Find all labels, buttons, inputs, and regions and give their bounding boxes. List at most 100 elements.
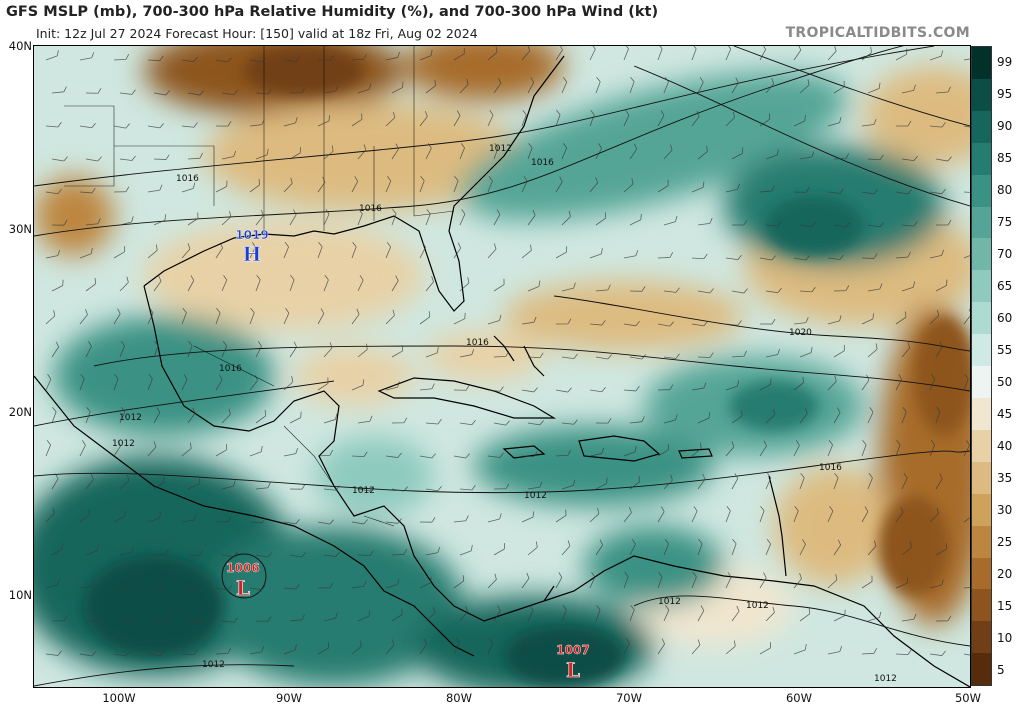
wind-barb <box>357 550 374 557</box>
wind-barb <box>963 123 970 129</box>
lat-label-20n: 20N <box>8 405 32 419</box>
isobar-label: 1016 <box>359 204 382 214</box>
wind-barb <box>697 605 705 622</box>
wind-barb <box>459 484 476 491</box>
wind-barb <box>119 276 129 292</box>
wind-barb <box>963 581 970 589</box>
wind-barb <box>323 145 334 160</box>
wind-barb <box>419 453 436 459</box>
colorbar-segment <box>972 110 991 143</box>
wind-barb <box>861 647 878 655</box>
wind-barb <box>391 486 408 492</box>
wind-barb <box>113 186 130 193</box>
wind-barb <box>221 408 231 424</box>
wind-barb <box>629 213 642 226</box>
high-pressure-symbol: H <box>243 242 262 266</box>
colorbar-label: 5 <box>997 663 1005 677</box>
isobar-label: 1016 <box>819 463 842 473</box>
wind-barb <box>323 612 338 622</box>
colorbar-label: 15 <box>997 599 1013 613</box>
wind-barb <box>215 120 232 127</box>
lon-label-70w: 70W <box>615 691 643 705</box>
wind-barb <box>589 386 606 393</box>
wind-barb <box>725 441 735 457</box>
wind-barb <box>929 188 946 195</box>
wind-barb <box>629 76 635 94</box>
wind-barb <box>283 117 298 127</box>
wind-barb <box>391 608 403 622</box>
wind-barb <box>867 283 883 292</box>
low-pressure-symbol: L <box>236 576 250 600</box>
isobar-label: 1016 <box>531 158 554 168</box>
wind-barb <box>555 387 572 393</box>
wind-barb <box>391 208 397 226</box>
wind-barb <box>351 379 365 391</box>
wind-barb <box>45 310 56 325</box>
wind-barb <box>249 375 258 391</box>
political-borders <box>64 46 455 527</box>
wind-barb <box>629 143 638 160</box>
wind-barb <box>351 176 359 193</box>
colorbar-segment <box>972 302 991 335</box>
wind-barb <box>221 150 237 160</box>
wind-barb <box>487 637 493 655</box>
wind-barb <box>527 280 541 292</box>
wind-barb <box>453 242 462 259</box>
wind-barb <box>187 212 199 226</box>
wind-barb <box>827 188 844 194</box>
wind-barb <box>799 346 813 358</box>
wind-barb <box>147 650 164 657</box>
wind-barb <box>453 312 466 325</box>
colorbar-label: 60 <box>997 311 1013 325</box>
wind-barb <box>113 246 125 259</box>
wind-barb <box>935 341 943 358</box>
wind-barb <box>187 478 201 490</box>
wind-barb <box>351 519 368 525</box>
wind-barb <box>79 373 85 391</box>
wind-barb <box>555 449 572 457</box>
wind-barb <box>221 480 236 490</box>
wind-barb <box>827 574 838 589</box>
isobar-labels: 1012 1016 1016 1016 1016 1016 1020 1016 … <box>112 144 897 684</box>
wind-barb <box>657 110 665 127</box>
wind-barb <box>827 315 842 325</box>
wind-barb <box>895 439 901 457</box>
wind-barb <box>79 440 86 457</box>
wind-barb <box>555 637 561 655</box>
wind-barb <box>493 483 510 490</box>
wind-barb <box>691 110 700 127</box>
isobar-label: 1020 <box>789 328 812 338</box>
colorbar-segment <box>972 238 991 271</box>
wind-barb <box>181 243 191 259</box>
wind-barb <box>589 109 595 127</box>
wind-barb <box>113 308 121 325</box>
wind-barb <box>119 617 136 624</box>
wind-barb <box>79 187 96 194</box>
wind-barbs <box>45 46 970 657</box>
wind-barb <box>221 551 238 557</box>
colorbar-segment <box>972 493 991 526</box>
wind-barb <box>51 279 64 292</box>
wind-barb <box>697 217 713 226</box>
isobar-label: 1012 <box>119 413 142 423</box>
wind-barb <box>45 122 62 128</box>
weather-map[interactable]: 1012 1016 1016 1016 1016 1016 1020 1016 … <box>33 45 971 688</box>
lat-label-10n: 10N <box>8 588 32 602</box>
wind-barb <box>425 143 432 160</box>
wind-barb <box>51 473 59 490</box>
wind-barb <box>833 80 845 94</box>
wind-barb <box>487 513 502 523</box>
wind-barb <box>119 407 126 424</box>
wind-barb <box>527 352 544 359</box>
wind-barb <box>759 440 767 457</box>
colorbar-segment <box>972 653 991 686</box>
wind-barb <box>385 51 400 61</box>
wind-barb <box>147 584 164 590</box>
wind-barb <box>793 115 806 127</box>
wind-barb <box>45 188 62 195</box>
wind-barb <box>453 638 460 655</box>
wind-barb <box>765 408 776 424</box>
colorbar-label: 85 <box>997 151 1013 165</box>
wind-barb <box>793 187 810 193</box>
wind-barb <box>963 373 969 391</box>
